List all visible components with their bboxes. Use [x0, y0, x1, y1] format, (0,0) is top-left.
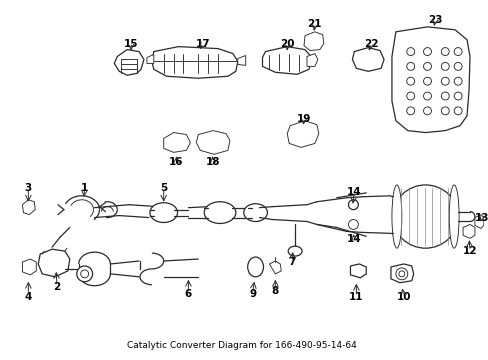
Circle shape [77, 266, 92, 282]
Circle shape [406, 62, 414, 70]
Ellipse shape [247, 257, 263, 277]
Text: 11: 11 [348, 292, 363, 302]
Polygon shape [462, 224, 474, 238]
Text: 20: 20 [280, 39, 294, 49]
Polygon shape [286, 121, 318, 147]
Circle shape [81, 270, 88, 278]
Ellipse shape [150, 203, 177, 222]
Circle shape [453, 48, 461, 55]
Circle shape [423, 48, 430, 55]
Polygon shape [350, 264, 366, 278]
Circle shape [395, 268, 407, 280]
Text: 9: 9 [248, 289, 256, 298]
Text: 5: 5 [160, 183, 167, 193]
Text: 6: 6 [184, 289, 192, 298]
Polygon shape [304, 32, 323, 50]
Polygon shape [196, 131, 229, 154]
Text: 13: 13 [474, 212, 488, 222]
Circle shape [441, 62, 448, 70]
Text: 3: 3 [25, 183, 32, 193]
Circle shape [406, 77, 414, 85]
Circle shape [406, 92, 414, 100]
Polygon shape [237, 55, 245, 66]
Text: 22: 22 [363, 39, 378, 49]
Polygon shape [38, 249, 70, 277]
Polygon shape [390, 264, 413, 283]
Circle shape [406, 107, 414, 115]
Circle shape [423, 107, 430, 115]
Polygon shape [262, 47, 311, 74]
Ellipse shape [243, 204, 267, 221]
Circle shape [453, 92, 461, 100]
Text: 14: 14 [346, 187, 361, 197]
Circle shape [453, 107, 461, 115]
Text: 18: 18 [205, 157, 220, 167]
Circle shape [406, 48, 414, 55]
Polygon shape [152, 47, 237, 78]
Text: 10: 10 [396, 292, 410, 302]
Text: 4: 4 [24, 292, 32, 302]
Circle shape [441, 107, 448, 115]
Ellipse shape [287, 246, 302, 256]
Circle shape [423, 92, 430, 100]
Ellipse shape [392, 185, 457, 248]
Polygon shape [146, 54, 154, 63]
Circle shape [398, 271, 404, 277]
Polygon shape [474, 215, 483, 228]
Text: 16: 16 [169, 157, 183, 167]
Text: 17: 17 [196, 39, 210, 49]
Text: 23: 23 [427, 15, 442, 25]
Circle shape [348, 200, 358, 210]
Circle shape [453, 77, 461, 85]
Circle shape [441, 48, 448, 55]
Circle shape [423, 77, 430, 85]
Circle shape [441, 92, 448, 100]
Circle shape [423, 62, 430, 70]
Ellipse shape [204, 202, 235, 224]
Text: 14: 14 [346, 234, 361, 244]
Text: 21: 21 [307, 19, 322, 29]
Text: 15: 15 [123, 39, 138, 49]
Circle shape [441, 77, 448, 85]
Text: 12: 12 [462, 246, 476, 256]
Polygon shape [22, 259, 36, 275]
Text: 19: 19 [296, 114, 310, 124]
Polygon shape [114, 50, 143, 75]
Circle shape [453, 62, 461, 70]
Text: 8: 8 [271, 285, 279, 296]
Polygon shape [269, 261, 281, 274]
Polygon shape [163, 132, 190, 152]
Polygon shape [391, 27, 469, 132]
Polygon shape [22, 200, 35, 215]
Text: 2: 2 [53, 282, 61, 292]
Ellipse shape [391, 185, 401, 248]
Ellipse shape [448, 185, 458, 248]
Text: 1: 1 [81, 183, 88, 193]
Circle shape [348, 220, 358, 229]
Polygon shape [306, 54, 317, 66]
Text: Catalytic Converter Diagram for 166-490-95-14-64: Catalytic Converter Diagram for 166-490-… [126, 342, 356, 351]
Polygon shape [352, 48, 383, 71]
Text: 7: 7 [288, 257, 295, 267]
